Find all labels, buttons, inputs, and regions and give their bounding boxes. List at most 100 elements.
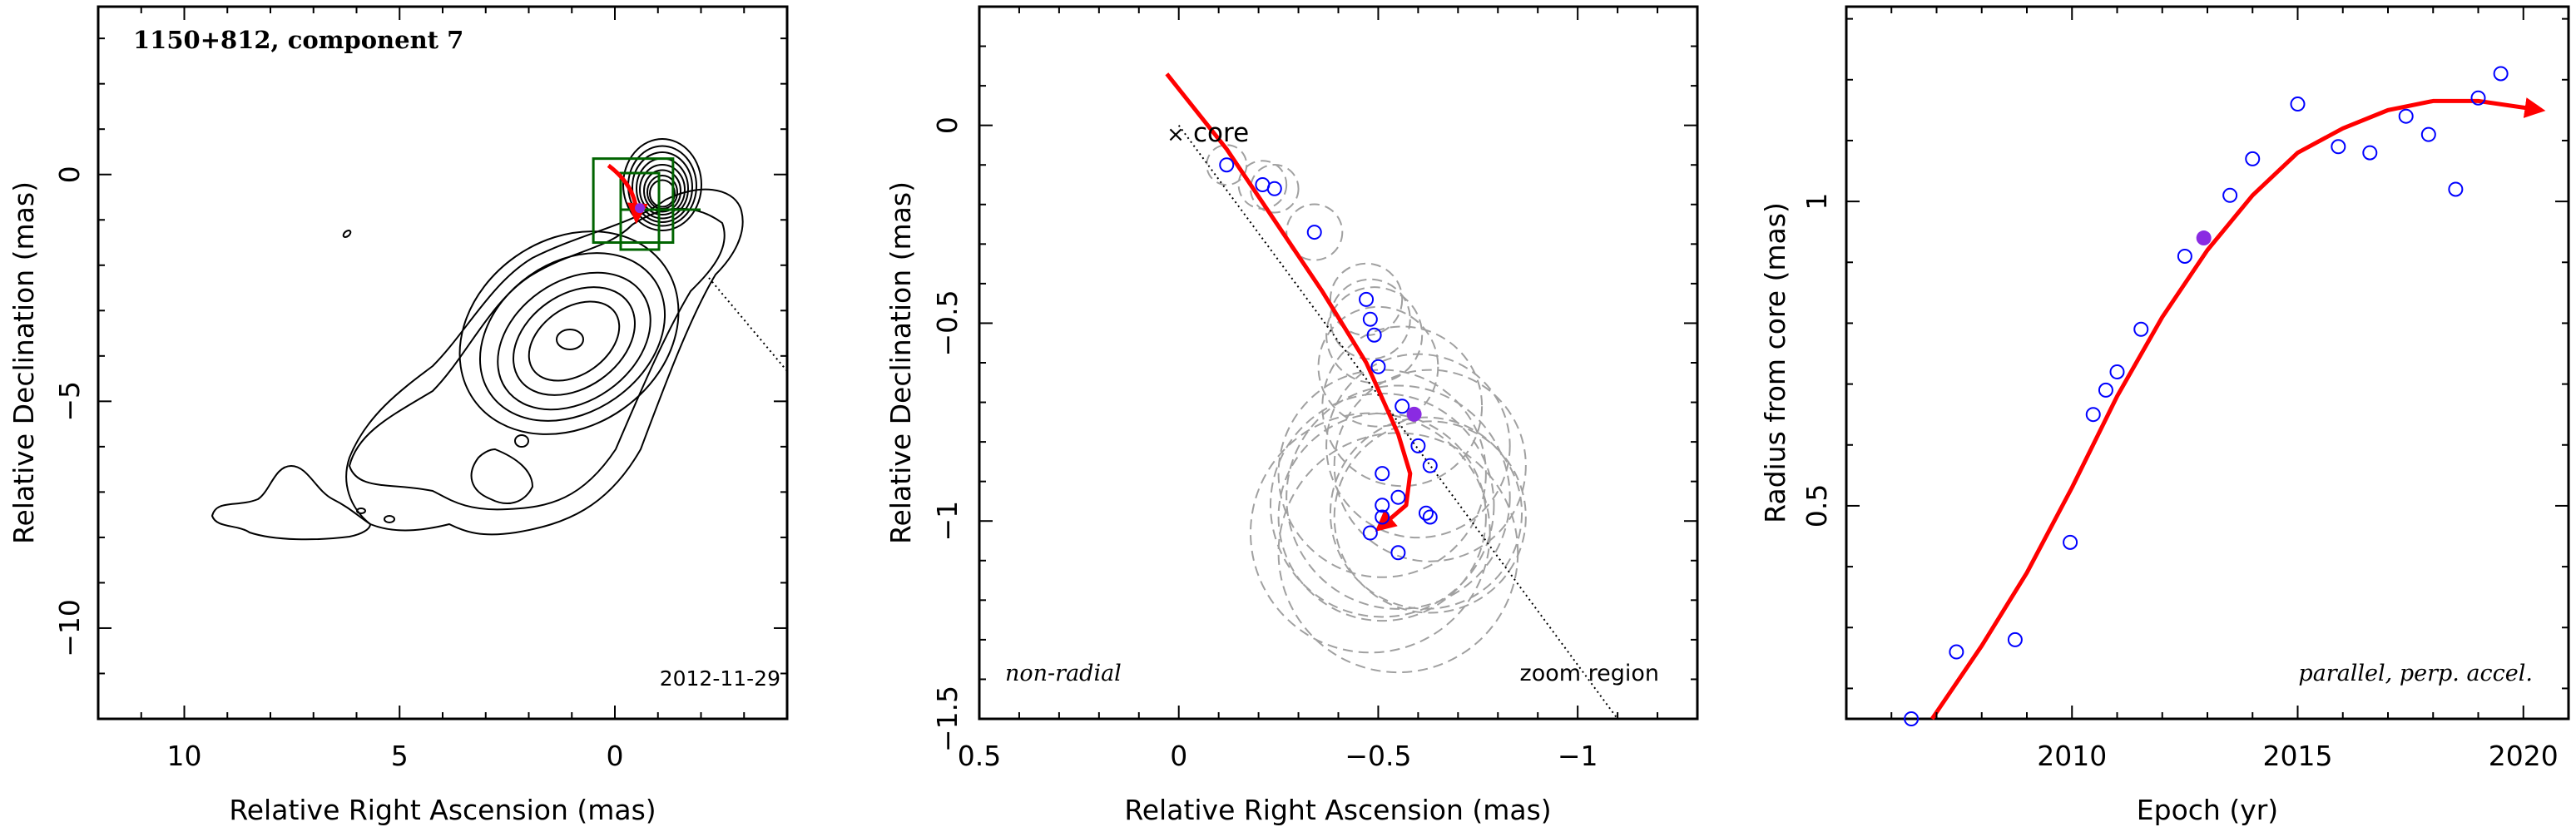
x-tick-label: 0	[607, 740, 624, 772]
position-point	[1375, 466, 1390, 482]
position-point	[1219, 157, 1235, 173]
x-tick-label: 2015	[2263, 740, 2333, 772]
y-tick-label: −0.5	[931, 290, 964, 356]
panel1-xlabel: Relative Right Ascension (mas)	[229, 794, 656, 826]
component-ellipse	[1277, 432, 1519, 674]
position-point	[1390, 545, 1406, 561]
tail-contour	[211, 464, 372, 541]
core-marker: ×	[1167, 122, 1185, 147]
component-ellipse	[1329, 416, 1523, 610]
position-point	[1362, 525, 1378, 541]
radius-point	[2448, 181, 2464, 197]
panel3-ylabel: Radius from core (mas)	[1759, 202, 1791, 523]
jet-contour	[513, 286, 636, 396]
panel3-ticks: 2010 2015 2020 0.5 1	[1801, 7, 2569, 772]
panel1-frame	[97, 5, 789, 721]
panel1-ylabel: Relative Declination (mas)	[7, 181, 40, 544]
contour-lines	[211, 138, 744, 541]
jet-contour	[528, 300, 621, 382]
isolated-contour	[384, 515, 395, 523]
y-tick-label: −5	[53, 381, 86, 422]
panel1-date: 2012-11-29	[660, 666, 780, 691]
panel2-ylabel: Relative Declination (mas)	[884, 181, 917, 544]
position-point	[1422, 458, 1438, 473]
component-ellipse	[1250, 163, 1300, 214]
x-tick-label: 10	[167, 740, 202, 772]
component-ellipse	[1277, 412, 1487, 622]
radius-point	[2063, 534, 2078, 550]
component-ellipse	[1333, 369, 1527, 562]
highlight-point	[2196, 230, 2212, 246]
x-tick-label: −1	[1558, 740, 1598, 772]
radius-point	[1904, 711, 1920, 726]
x-tick-label: 0	[1170, 740, 1187, 772]
position-point	[1410, 438, 1426, 453]
y-tick-label: 1	[1801, 193, 1833, 210]
annotation-fit-type: parallel, perp. accel.	[2298, 661, 2533, 686]
component-ellipse	[1286, 203, 1344, 261]
position-point	[1422, 509, 1438, 525]
y-tick-label: 0	[931, 116, 964, 134]
position-point	[1390, 489, 1406, 505]
y-tick-label: −10	[53, 599, 86, 657]
panel1-ticks: 10 5 0 0 −5 −10	[53, 7, 788, 772]
radius-point	[2290, 97, 2306, 112]
radius-point	[2222, 187, 2238, 203]
core-label: core	[1193, 118, 1249, 148]
y-tick-label: −1	[931, 501, 964, 542]
radius-point	[2177, 248, 2192, 264]
core-contour	[622, 138, 702, 231]
component-path	[1165, 72, 1413, 532]
component-ellipse	[1321, 325, 1484, 488]
core-contour	[639, 164, 686, 215]
x-tick-label: −0.5	[1345, 740, 1411, 772]
contour-overlay	[592, 157, 788, 372]
position-point	[1370, 359, 1386, 374]
radius-point	[2245, 151, 2261, 166]
jet-contour	[458, 230, 680, 435]
zoom-box-outer	[592, 157, 675, 245]
component-ellipse	[1325, 353, 1511, 539]
panel2-marks	[1165, 72, 1618, 720]
component-ellipse	[1250, 412, 1491, 654]
jet-peak-contour	[556, 329, 584, 350]
panel-zoom-region: 0.5 0 −0.5 −10−0.5−1−1.5 × core non-radial …	[884, 5, 1699, 826]
panel-contour-map: 10 5 0 0 −5 −10 1150+812, component 7 2012-11…	[7, 5, 789, 826]
panel3-marks	[1904, 66, 2546, 726]
jet-contour	[478, 252, 666, 422]
panel2-frame	[978, 5, 1699, 721]
radius-point	[2085, 407, 2101, 423]
isolated-contour	[342, 230, 352, 238]
panel3-frame	[1845, 5, 2570, 721]
position-point	[1359, 291, 1375, 307]
component-path	[607, 163, 648, 225]
x-tick-label: 0.5	[958, 740, 1001, 772]
panel2-xlabel: Relative Right Ascension (mas)	[1124, 794, 1551, 826]
position-point	[1395, 399, 1410, 414]
position-point	[1362, 311, 1378, 327]
annotation-zoom-region: zoom region	[1520, 661, 1659, 686]
radius-point	[2109, 364, 2125, 379]
position-point	[1375, 509, 1390, 525]
x-tick-label: 2010	[2037, 740, 2107, 772]
direction-line	[708, 277, 788, 372]
radius-point	[2420, 126, 2436, 142]
direction-line	[1177, 125, 1618, 720]
component-ellipse	[1317, 305, 1439, 428]
component-ellipse	[1206, 144, 1248, 186]
radius-point	[2362, 145, 2378, 161]
component-position	[635, 203, 646, 214]
component-ellipse	[1325, 286, 1424, 384]
highlight-point	[1406, 406, 1422, 422]
core-contour	[632, 151, 693, 223]
radius-point	[2331, 139, 2346, 155]
position-point	[1366, 327, 1382, 343]
radius-point	[2470, 90, 2486, 106]
radius-point	[2007, 631, 2023, 647]
component-ellipses	[1206, 144, 1527, 674]
position-point	[1375, 498, 1390, 513]
radius-point	[2398, 108, 2414, 124]
annotation-non-radial: non-radial	[1005, 661, 1122, 686]
